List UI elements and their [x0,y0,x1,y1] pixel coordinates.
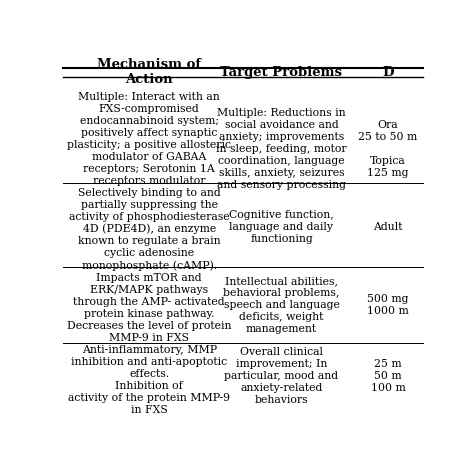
Text: Target Problems: Target Problems [220,66,343,79]
Text: Mechanism of
Action: Mechanism of Action [97,58,201,86]
Text: Overall clinical
improvement; In
particular, mood and
anxiety-related
behaviors: Overall clinical improvement; In particu… [224,347,338,405]
Text: D: D [382,66,394,79]
Text: 25 m
50 m
100 m: 25 m 50 m 100 m [371,359,405,393]
Text: Intellectual abilities,
behavioral problems,
speech and language
deficits, weigh: Intellectual abilities, behavioral probl… [223,276,340,334]
Text: Ora
25 to 50 m

Topica
125 mg: Ora 25 to 50 m Topica 125 mg [358,120,418,178]
Text: Multiple: Interact with an
FXS-compromised
endocannabinoid system;
positively af: Multiple: Interact with an FXS-compromis… [67,91,231,415]
Text: Adult: Adult [374,222,403,232]
Text: Multiple: Reductions in
social avoidance and
anxiety; improvements
in sleep, fee: Multiple: Reductions in social avoidance… [216,108,347,190]
Text: Cognitive function,
language and daily
functioning: Cognitive function, language and daily f… [229,210,334,244]
Text: 500 mg
1000 m: 500 mg 1000 m [367,294,409,316]
